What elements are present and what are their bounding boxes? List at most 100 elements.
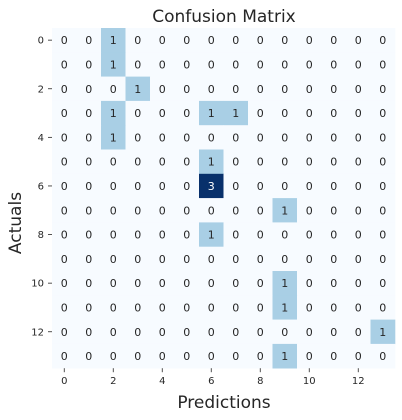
heatmap-cell (297, 76, 322, 102)
heatmap-cell (52, 198, 77, 223)
heatmap-cell (321, 222, 347, 247)
heatmap-cell (52, 125, 77, 150)
cell-value-label: 0 (208, 131, 215, 144)
heatmap-cell (199, 198, 224, 223)
heatmap-cell (101, 222, 126, 247)
heatmap-cell (125, 100, 151, 126)
cell-value-label: 0 (355, 326, 362, 339)
heatmap-cell (125, 149, 151, 175)
cell-value-label: 0 (306, 156, 313, 169)
heatmap-cell (150, 52, 175, 77)
heatmap-cell (199, 125, 224, 150)
cell-value-label: 0 (159, 301, 166, 314)
heatmap-cell (321, 28, 347, 53)
cell-value-label: 0 (208, 326, 215, 339)
heatmap-cell (125, 271, 151, 296)
y-tick-label: 6 (38, 181, 44, 192)
cell-value-label: 0 (134, 301, 141, 314)
heatmap-cell (76, 343, 102, 369)
y-axis-ticks: 0 2 4 6 8 10 12 (31, 36, 52, 338)
cell-value-label: 0 (281, 131, 288, 144)
heatmap-cell (248, 271, 273, 296)
cell-value-label: 1 (281, 301, 288, 314)
heatmap-cell (174, 222, 200, 247)
cell-value-label: 0 (134, 180, 141, 193)
cell-value-label: 0 (330, 253, 337, 266)
heatmap-cell (370, 125, 396, 150)
heatmap-cell (101, 271, 126, 296)
heatmap-cell (52, 28, 77, 53)
cell-value-label: 0 (110, 326, 117, 339)
cell-value-label: 0 (379, 83, 386, 96)
cell-value-label: 1 (110, 107, 117, 120)
x-axis-label: Predictions (177, 393, 270, 413)
heatmap-cell (297, 222, 322, 247)
cell-value-label: 0 (232, 34, 239, 47)
cell-value-label: 0 (61, 131, 68, 144)
heatmap-cell (346, 198, 371, 223)
heatmap-cell (272, 173, 298, 199)
cell-value-label: 0 (159, 34, 166, 47)
cell-value-label: 0 (159, 350, 166, 363)
heatmap-cell (321, 246, 347, 272)
heatmap-cell (321, 271, 347, 296)
cell-value-label: 0 (183, 180, 190, 193)
cell-value-label: 0 (379, 58, 386, 71)
heatmap-cell (76, 246, 102, 272)
heatmap-cell (297, 173, 322, 199)
cell-value-label: 0 (379, 156, 386, 169)
cell-value-label: 0 (61, 58, 68, 71)
cell-value-label: 0 (134, 107, 141, 120)
heatmap-cell (272, 28, 298, 53)
heatmap-cell (174, 76, 200, 102)
heatmap-cell (101, 295, 126, 320)
cell-value-label: 0 (379, 34, 386, 47)
cell-value-label: 0 (61, 83, 68, 96)
cell-value-label: 0 (85, 180, 92, 193)
cell-value-label: 0 (85, 277, 92, 290)
cell-value-label: 0 (110, 180, 117, 193)
cell-value-label: 0 (159, 204, 166, 217)
cell-value-label: 0 (183, 253, 190, 266)
heatmap-cell (370, 319, 396, 345)
x-tick-label: 4 (159, 376, 165, 387)
cell-value-label: 0 (61, 34, 68, 47)
heatmap-cell (370, 343, 396, 369)
chart-title: Confusion Matrix (152, 7, 296, 27)
heatmap-cell (321, 125, 347, 150)
cell-value-label: 0 (379, 204, 386, 217)
heatmap-cell (125, 173, 151, 199)
heatmap-cell (346, 319, 371, 345)
cell-value-label: 0 (330, 229, 337, 242)
cell-value-label: 0 (110, 301, 117, 314)
cell-value-label: 0 (232, 326, 239, 339)
cell-value-label: 0 (159, 131, 166, 144)
cell-value-label: 0 (355, 83, 362, 96)
cell-value-label: 0 (281, 326, 288, 339)
cell-value-label: 0 (257, 253, 264, 266)
heatmap-cell (223, 222, 249, 247)
heatmap-cell (248, 173, 273, 199)
cell-value-label: 0 (306, 253, 313, 266)
cell-value-label: 1 (208, 229, 215, 242)
cell-value-label: 0 (281, 83, 288, 96)
cell-value-label: 0 (159, 107, 166, 120)
cell-value-label: 0 (183, 229, 190, 242)
cell-value-label: 0 (183, 301, 190, 314)
cell-value-label: 0 (183, 350, 190, 363)
heatmap-cell (248, 319, 273, 345)
heatmap-cell (150, 271, 175, 296)
cell-value-label: 0 (183, 204, 190, 217)
cell-value-label: 0 (134, 156, 141, 169)
heatmap-cell (76, 125, 102, 150)
cell-value-label: 0 (379, 350, 386, 363)
cell-value-label: 0 (330, 34, 337, 47)
heatmap-cell (199, 52, 224, 77)
heatmap-cell (76, 319, 102, 345)
cell-value-label: 0 (355, 277, 362, 290)
cell-value-label: 0 (85, 301, 92, 314)
heatmap-cell (346, 125, 371, 150)
cell-value-label: 0 (85, 253, 92, 266)
cell-value-label: 0 (61, 156, 68, 169)
heatmap-cell (150, 198, 175, 223)
